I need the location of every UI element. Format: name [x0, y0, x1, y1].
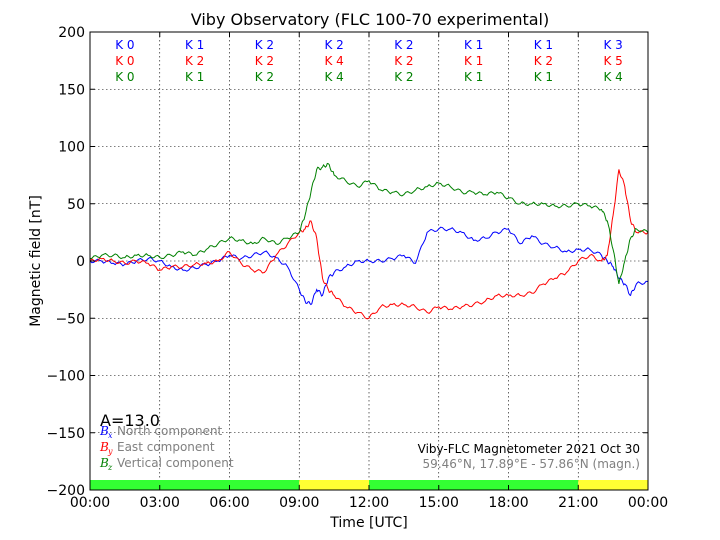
- k-index-value: K 2: [255, 54, 274, 68]
- series-line-north-component: [89, 226, 649, 306]
- x-tick-label: 15:00: [419, 495, 459, 511]
- activity-segment: [299, 480, 369, 490]
- y-tick-label: −150: [47, 426, 85, 442]
- k-index-value: K 4: [603, 70, 622, 84]
- k-index-value: K 3: [603, 38, 622, 52]
- k-index-value: K 2: [255, 38, 274, 52]
- series-line-vertical-component: [89, 162, 649, 284]
- k-index-value: K 1: [185, 70, 204, 84]
- y-tick-label: −100: [47, 369, 85, 385]
- activity-segment: [369, 480, 579, 490]
- y-tick-label: 0: [76, 254, 85, 270]
- k-index-value: K 1: [464, 54, 483, 68]
- y-tick-label: −50: [55, 311, 85, 327]
- x-tick-label: 00:00: [70, 495, 110, 511]
- k-index-value: K 0: [115, 38, 134, 52]
- x-tick-label: 21:00: [558, 495, 598, 511]
- legend-label: East component: [117, 440, 215, 454]
- k-index-value: K 2: [324, 38, 343, 52]
- k-index-value: K 1: [534, 70, 553, 84]
- legend-label: Vertical component: [117, 456, 234, 470]
- y-tick-label: −200: [47, 483, 85, 499]
- k-index-value: K 4: [324, 54, 343, 68]
- x-tick-label: 06:00: [209, 495, 249, 511]
- y-tick-label: 50: [67, 197, 85, 213]
- k-index-value: K 1: [464, 38, 483, 52]
- legend-subscript: z: [107, 463, 113, 472]
- activity-segment: [578, 480, 648, 490]
- k-index-value: K 0: [115, 54, 134, 68]
- x-tick-label: 03:00: [140, 495, 180, 511]
- k-index-value: K 2: [394, 70, 413, 84]
- legend-symbol: B: [99, 424, 109, 438]
- k-index-value: K 2: [394, 54, 413, 68]
- k-index-value: K 0: [115, 70, 134, 84]
- legend-symbol: B: [99, 456, 109, 470]
- x-tick-label: 18:00: [488, 495, 528, 511]
- chart-title: Viby Observatory (FLC 100-70 experimenta…: [191, 10, 550, 29]
- k-index-value: K 2: [185, 54, 204, 68]
- y-tick-label: 100: [58, 140, 85, 156]
- k-index-value: K 2: [534, 54, 553, 68]
- series-line-east-component: [89, 169, 649, 320]
- legend-label: North component: [117, 424, 223, 438]
- y-tick-label: 200: [58, 25, 85, 41]
- k-index-value: K 4: [324, 70, 343, 84]
- legend-symbol: B: [99, 440, 109, 454]
- info-line-2: 59.46°N, 17.89°E - 57.86°N (magn.): [423, 457, 640, 471]
- k-index-value: K 2: [394, 38, 413, 52]
- x-tick-label: 00:00: [628, 495, 668, 511]
- activity-bar: [90, 480, 648, 490]
- y-tick-label: 150: [58, 82, 85, 98]
- k-index-table: K 0 K 1 K 2 K 2 K 2 K 1 K 1 K 3 K 0 K 2 K 2 K 4 K 2 K…: [115, 38, 623, 84]
- axis-ticks: 00:00 03:00 06:00 09:00 12:00 15:00 18:00 21:00…: [47, 25, 669, 511]
- series-lines: [89, 162, 649, 320]
- k-index-value: K 2: [255, 70, 274, 84]
- info-line-1: Viby-FLC Magnetometer 2021 Oct 30: [418, 442, 640, 456]
- k-index-value: K 1: [185, 38, 204, 52]
- k-index-value: K 1: [464, 70, 483, 84]
- x-axis-label: Time [UTC]: [329, 515, 407, 531]
- activity-segment: [90, 480, 300, 490]
- k-index-value: K 5: [603, 54, 622, 68]
- legend-subscript: y: [107, 447, 113, 456]
- x-tick-label: 09:00: [279, 495, 319, 511]
- k-index-value: K 1: [534, 38, 553, 52]
- y-axis-label: Magnetic field [nT]: [28, 195, 44, 327]
- x-tick-label: 12:00: [349, 495, 389, 511]
- legend-subscript: x: [108, 431, 113, 440]
- a-index-label: A=13.0: [100, 411, 160, 430]
